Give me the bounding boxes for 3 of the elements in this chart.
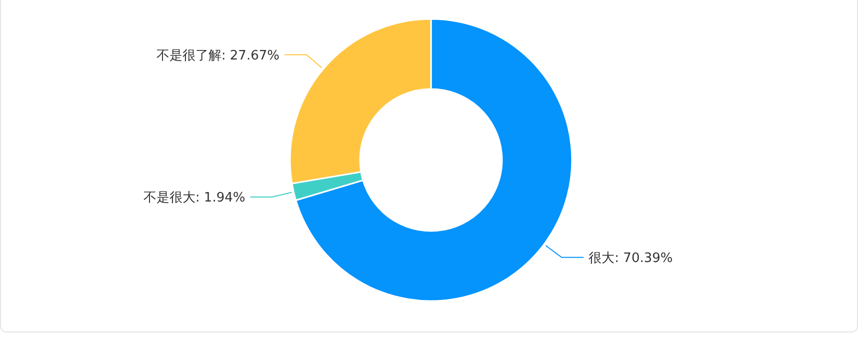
slice-label: 很大: 70.39% (588, 250, 673, 266)
slice-label: 不是很大: 1.94% (143, 190, 246, 206)
slice-label: 不是很了解: 27.67% (156, 48, 280, 64)
